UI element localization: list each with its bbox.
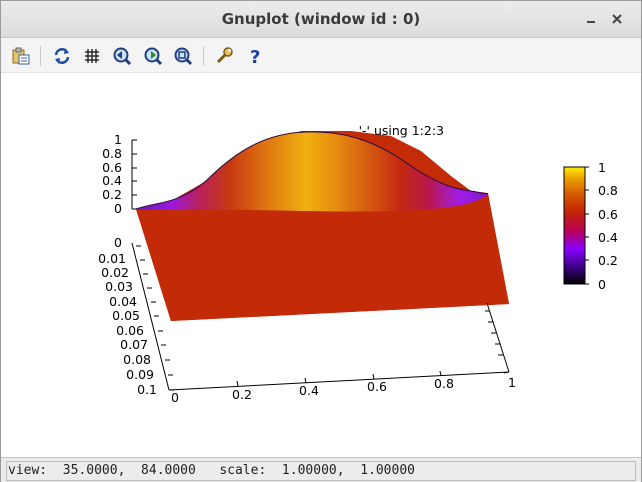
colorbox — [563, 166, 586, 285]
window-title: Gnuplot (window id : 0) — [221, 10, 421, 28]
copy-to-clipboard-icon — [12, 47, 30, 65]
replot-icon — [54, 48, 70, 64]
key-label: '-' using 1:2:3 — [359, 123, 444, 138]
autoscale-button[interactable] — [172, 45, 194, 67]
y-tick-label: 0.1 — [137, 382, 157, 397]
toolbar: ? — [1, 38, 641, 73]
y-tick-label: 0.08 — [123, 352, 151, 367]
colorbox-tick-label: 0 — [598, 277, 606, 292]
minimize-button[interactable] — [579, 7, 603, 31]
colorbox-tick-label: 0.8 — [598, 183, 618, 198]
x-tick-label: 0.4 — [299, 383, 319, 398]
x-tick-label: 0.6 — [367, 379, 387, 394]
surface-plot: 1 0.8 0.6 0.4 0.2 0 0 0.01 — [98, 123, 618, 405]
next-zoom-icon — [144, 47, 163, 66]
z-tick-label: 0.8 — [102, 146, 122, 161]
toolbar-separator — [203, 46, 204, 66]
grid-icon — [85, 49, 99, 63]
x-tick-label: 0.8 — [434, 376, 454, 391]
z-axis — [131, 139, 137, 210]
next-zoom-button[interactable] — [142, 45, 164, 67]
surface-top — [136, 131, 488, 212]
y-tick-label: 0.04 — [109, 294, 137, 309]
y-tick-label: 0.07 — [120, 337, 148, 352]
colorbox-ticks — [585, 166, 589, 285]
colorbox-tick-label: 1 — [598, 160, 606, 175]
configuration-button[interactable] — [213, 45, 235, 67]
y-tick-label: 0.01 — [98, 251, 126, 266]
copy-to-clipboard-button[interactable] — [10, 45, 32, 67]
help-icon: ? — [250, 47, 260, 66]
x-axis — [168, 302, 510, 391]
status-bar: view: 35.0000, 84.0000 scale: 1.00000, 1… — [1, 457, 641, 482]
x-tick-label: 0.2 — [232, 387, 252, 402]
y-axis — [131, 242, 174, 391]
colorbox-tick-label: 0.2 — [598, 253, 618, 268]
colorbox-tick-label: 0.4 — [598, 230, 618, 245]
z-tick-label: 0.2 — [102, 187, 122, 202]
previous-zoom-button[interactable] — [111, 45, 133, 67]
surface-body — [136, 194, 509, 321]
grid-button[interactable] — [81, 45, 103, 67]
plot-area[interactable]: 1 0.8 0.6 0.4 0.2 0 0 0.01 — [1, 73, 641, 456]
toolbar-separator — [40, 46, 41, 66]
y-tick-label: 0.02 — [101, 265, 129, 280]
y-tick-label: 0.05 — [112, 308, 140, 323]
title-bar[interactable]: Gnuplot (window id : 0) — [1, 1, 641, 38]
replot-button[interactable] — [51, 45, 73, 67]
z-tick-label: 0 — [114, 201, 122, 216]
previous-zoom-icon — [113, 47, 132, 66]
close-icon — [612, 14, 622, 24]
y-tick-label: 0.06 — [116, 323, 144, 338]
minimize-icon — [587, 21, 595, 23]
close-button[interactable] — [605, 7, 629, 31]
status-text: view: 35.0000, 84.0000 scale: 1.00000, 1… — [6, 461, 636, 481]
svg-text:?: ? — [250, 47, 260, 66]
z-tick-label: 0.4 — [102, 173, 122, 188]
y-tick-label: 0.09 — [126, 367, 154, 382]
z-tick-label: 0.6 — [102, 160, 122, 175]
x-tick-label: 1 — [508, 375, 516, 390]
colorbox-tick-label: 0.6 — [598, 207, 618, 222]
surface-ridge — [135, 131, 489, 210]
help-button[interactable]: ? — [244, 45, 266, 67]
y-tick-label: 0 — [114, 235, 122, 250]
x-tick-label: 0 — [171, 390, 179, 405]
autoscale-icon — [174, 47, 193, 66]
configuration-icon — [216, 47, 233, 64]
z-tick-label: 1 — [114, 132, 122, 147]
y-tick-label: 0.03 — [105, 279, 133, 294]
